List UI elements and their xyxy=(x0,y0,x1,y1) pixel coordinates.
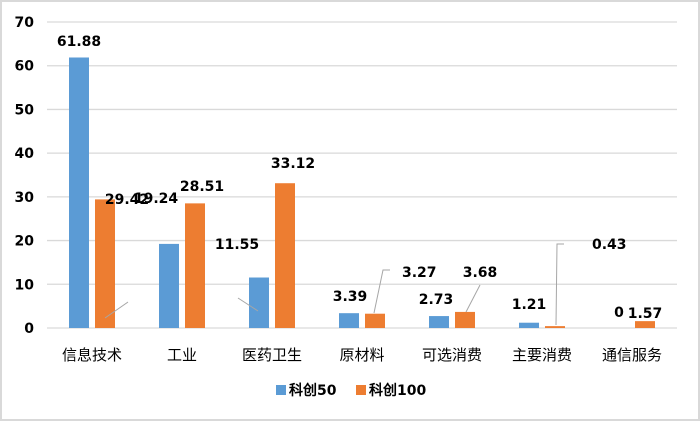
data-label: 29.42 xyxy=(105,192,149,208)
x-category-label: 工业 xyxy=(167,346,197,364)
data-label: 3.68 xyxy=(463,265,498,281)
data-label: 1.57 xyxy=(628,306,663,322)
data-label: 61.88 xyxy=(57,34,101,50)
x-category-label: 医药卫生 xyxy=(242,346,302,364)
leader-line xyxy=(373,269,390,314)
gridlines xyxy=(47,21,677,329)
data-label: 11.55 xyxy=(215,237,259,253)
leader-lines xyxy=(104,243,564,326)
x-axis-categories: 信息技术 工业 医药卫生 原材料 可选消费 主要消费 通信服务 xyxy=(62,346,662,364)
bar-kechuang100 xyxy=(95,199,115,328)
bar-kechuang100 xyxy=(275,183,295,328)
data-label: 3.39 xyxy=(333,289,368,305)
legend-label: 科创50 xyxy=(289,382,337,399)
x-category-label: 原材料 xyxy=(339,346,384,364)
data-label: 2.73 xyxy=(419,292,454,308)
y-tick-label: 30 xyxy=(15,190,35,206)
bar-kechuang100 xyxy=(635,321,655,328)
bar-kechuang50 xyxy=(429,316,449,328)
bar-kechuang100 xyxy=(545,326,565,328)
legend-swatch-kechuang100 xyxy=(356,385,366,395)
bar-kechuang50 xyxy=(519,322,539,328)
leader-line xyxy=(237,297,259,312)
bar-kechuang50 xyxy=(159,243,179,328)
bar-kechuang100 xyxy=(185,203,205,328)
y-tick-label: 10 xyxy=(15,277,35,293)
data-label: 1.21 xyxy=(512,297,547,313)
data-label: 0 xyxy=(614,305,624,321)
bar-kechuang100 xyxy=(455,311,475,328)
y-tick-label: 60 xyxy=(15,59,35,75)
y-tick-label: 40 xyxy=(15,146,35,162)
legend-swatch-kechuang50 xyxy=(276,385,286,395)
data-label: 28.51 xyxy=(180,179,224,195)
bar-kechuang100 xyxy=(365,313,385,328)
data-label: 0.43 xyxy=(592,237,627,253)
data-labels: 61.88 19.24 11.55 3.39 2.73 1.21 0 29.42 28.51 33… xyxy=(57,34,662,322)
y-tick-label: 0 xyxy=(24,321,34,337)
x-category-label: 主要消费 xyxy=(512,346,572,364)
bars xyxy=(69,57,655,328)
data-label: 3.27 xyxy=(402,265,437,281)
x-category-label: 信息技术 xyxy=(62,346,122,364)
leader-line xyxy=(555,243,564,326)
y-tick-label: 50 xyxy=(15,102,35,118)
legend: 科创50 科创100 xyxy=(276,382,426,399)
leader-line xyxy=(465,284,481,313)
leader-line xyxy=(104,301,129,319)
data-label: 33.12 xyxy=(271,156,315,172)
legend-label: 科创100 xyxy=(369,382,426,399)
y-axis-ticks: 0 10 20 30 40 50 60 70 xyxy=(15,15,35,337)
x-category-label: 通信服务 xyxy=(602,346,662,364)
x-category-label: 可选消费 xyxy=(422,346,482,364)
bar-kechuang50 xyxy=(249,277,269,328)
bar-kechuang50 xyxy=(69,57,89,328)
bar-kechuang50 xyxy=(339,313,359,328)
y-tick-label: 20 xyxy=(15,234,35,250)
data-label: 19.24 xyxy=(134,191,179,207)
y-tick-label: 70 xyxy=(15,15,35,31)
